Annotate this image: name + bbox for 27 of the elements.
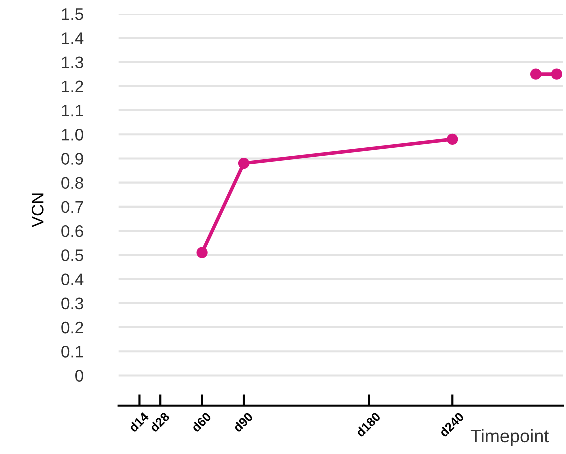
x-tick-label: d28 (149, 412, 170, 433)
x-axis-title: Timepoint (470, 429, 550, 446)
x-tick-label: d90 (232, 412, 254, 433)
y-axis-title: VCN (32, 194, 44, 228)
y-tick-label: 0 (76, 370, 84, 382)
y-tick-label: 1.4 (62, 32, 84, 44)
point (551, 68, 562, 80)
y-tick-label: 0.9 (62, 153, 84, 165)
x-tick-label: d14 (128, 411, 150, 433)
y-tick-label: 0.6 (62, 225, 84, 238)
y-tick-label: 1.3 (62, 56, 84, 68)
y-tick-label: 1.5 (62, 8, 84, 20)
y-tick-label: 0.7 (62, 201, 84, 214)
y-tick-label: 0.3 (62, 298, 84, 310)
y-tick-label: 0.1 (62, 346, 84, 358)
x-tick-label: d60 (190, 412, 212, 433)
y-tick-label: 1.2 (62, 80, 84, 92)
y-tick-label: 1.1 (62, 105, 84, 117)
point (447, 134, 458, 146)
point (238, 158, 250, 170)
y-tick-label: 0.5 (62, 250, 84, 262)
point (530, 68, 542, 80)
y-tick-label: 0.4 (62, 274, 84, 286)
y-tick-label: 0.2 (62, 322, 84, 334)
y-tick-label: 1.0 (62, 129, 84, 141)
point (196, 247, 208, 258)
y-tick-label: 0.8 (62, 177, 84, 190)
